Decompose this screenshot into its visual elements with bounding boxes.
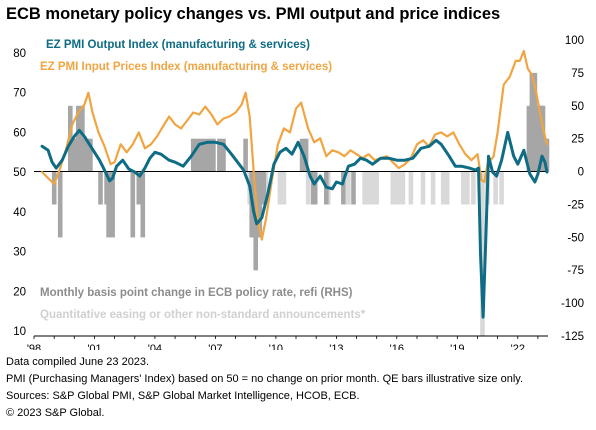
left-tick-label-5: 60 [13,127,26,139]
qe-bar-14 [394,171,400,205]
refi-bar-43 [544,138,550,172]
refi-bar-23 [221,138,226,172]
refi-bar-9 [98,171,103,205]
x-tick-label-4: '10 [269,343,283,350]
chart: '98 '01 '04 '07 '10 '13 '16 '19 '22 10 20 30 40 50 60… [13,35,584,350]
qe-bar-25 [480,171,485,336]
refi-bar-24 [243,138,248,172]
refi-bar-15 [140,171,146,238]
left-tick-label-6: 70 [13,88,26,100]
x-tick-label-5: '13 [329,343,343,350]
refi-bar-14 [136,171,142,205]
legend-qe-bars: Quantitative easing or other non-standar… [40,309,366,321]
right-axis-ticks: -125 -100 -75 -50 -25 0 25 50 75 100 [561,35,584,343]
footer-copyright: © 2023 S&P Global. [6,407,105,419]
refi-bar-38 [351,171,356,205]
refi-bar-8 [88,138,93,172]
refi-bar-31 [261,171,267,205]
left-axis-ticks: 10 20 30 40 50 60 70 80 [13,48,26,338]
right-tick-label-0: -125 [561,331,584,343]
qe-bar-28 [499,171,504,205]
refi-bar-2 [68,105,73,172]
left-tick-label-7: 80 [13,48,26,60]
qe-bar-20 [440,171,446,205]
qe-bar-18 [420,171,426,205]
refi-bar-1 [57,171,63,238]
legend-refi-bars: Monthly basis point change in ECB policy… [40,287,353,299]
legend-input-prices: EZ PMI Input Prices Index (manufacturing… [40,61,332,73]
refi-bar-35 [312,171,318,205]
refi-bar-45 [529,72,535,172]
series-lines [40,49,549,319]
left-tick-label-2: 30 [13,247,26,259]
qe-bar-24 [471,171,476,205]
refi-bar-7 [84,138,89,172]
x-tick-label-2: '04 [148,343,162,350]
left-tick-label-0: 10 [13,326,26,338]
refi-bar-21 [211,138,216,172]
qe-bar-23 [465,171,470,205]
qe-bar-22 [461,171,466,205]
qe-bar-7 [346,171,351,205]
refi-bar-33 [303,138,309,172]
qe-bar-2 [277,171,283,205]
x-tick-label-3: '07 [208,343,222,350]
right-tick-label-4: -25 [567,199,584,211]
refi-bar-20 [207,138,212,172]
x-tick-label-7: '19 [450,343,464,350]
legend-output: EZ PMI Output Index (manufacturing & ser… [46,39,310,51]
input-prices-line [41,49,549,241]
qe-bar-9 [364,171,369,205]
qe-bar-16 [400,171,406,205]
left-tick-label-1: 20 [13,286,26,298]
qe-bar-13 [390,171,396,205]
right-tick-label-1: -100 [561,298,584,310]
qe-bar-4 [305,171,311,205]
refi-bar-6 [80,105,85,172]
qe-bar-10 [368,171,373,205]
right-tick-label-6: 25 [571,134,584,146]
left-tick-label-3: 40 [13,207,26,219]
refi-bar-37 [341,171,346,205]
refi-bar-17 [195,138,200,172]
right-tick-label-8: 75 [571,68,584,80]
right-tick-label-7: 50 [571,101,584,113]
qe-bar-12 [374,171,379,205]
qe-bar-27 [493,171,498,205]
qe-bar-3 [281,171,287,205]
x-tick-label-6: '16 [390,343,404,350]
x-tick-label-8: '22 [511,343,525,350]
x-ticks: '98 '01 '04 '07 '10 '13 '16 '19 '22 [27,336,539,350]
qe-bar-19 [430,171,436,205]
right-tick-label-5: 0 [578,167,584,179]
refi-bar-5 [76,105,81,172]
refi-bar-44 [526,105,532,172]
right-tick-label-3: -50 [567,232,584,244]
qe-bar-21 [444,171,450,205]
chart-title: ECB monetary policy changes vs. PMI outp… [6,5,501,23]
refi-bar-12 [110,171,115,238]
footer-pmi-note: PMI (Purchasing Managers' Index) based o… [6,373,524,385]
refi-bar-48 [535,105,541,172]
right-tick-label-2: -75 [567,265,584,277]
x-tick-label-1: '01 [87,343,101,350]
x-tick-label-0: '98 [27,343,41,350]
right-tick-label-9: 100 [565,35,584,47]
refi-bar-19 [203,138,208,172]
qe-bar-17 [408,171,414,205]
left-tick-label-4: 50 [13,167,26,179]
refi-bar-13 [130,171,136,238]
refi-bar-11 [106,171,111,238]
rate-bars [51,72,550,271]
output-index-line [40,128,549,319]
footer-data-compiled: Data compiled June 23 2023. [6,356,150,368]
footer-sources: Sources: S&P Global PMI, S&P Global Mark… [6,390,360,402]
refi-bar-18 [199,138,204,172]
refi-bar-22 [217,138,222,172]
refi-bar-0 [51,171,57,205]
